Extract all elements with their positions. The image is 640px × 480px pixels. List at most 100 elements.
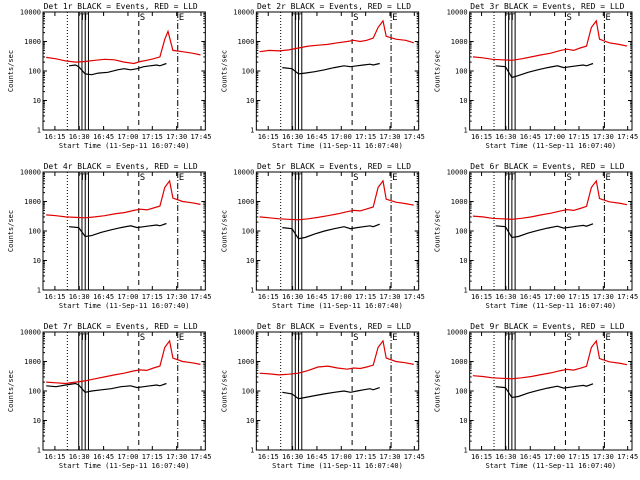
x-axis-label: Start Time (11-Sep-11 16:07:40) bbox=[486, 302, 617, 310]
detector-panel: Det 2r BLACK = Events, RED = LLD 1 10 100 10… bbox=[220, 2, 425, 150]
detector-panel: Det 6r BLACK = Events, RED = LLD 1 10 100 10… bbox=[434, 162, 639, 310]
x-tick-label: 17:30 bbox=[166, 293, 187, 301]
x-axis-label: Start Time (11-Sep-11 16:07:40) bbox=[272, 302, 403, 310]
event-marker-label: T bbox=[506, 333, 512, 343]
y-tick-label: 1000 bbox=[237, 358, 254, 366]
y-tick-label: 100 bbox=[455, 388, 468, 396]
x-tick-label: 16:15 bbox=[44, 293, 65, 301]
detector-panel: Det 5r BLACK = Events, RED = LLD 1 10 100 10… bbox=[220, 162, 425, 310]
lld-series-line bbox=[46, 179, 201, 219]
event-marker-label: T bbox=[83, 13, 89, 23]
event-marker-label: T bbox=[510, 173, 516, 183]
event-marker-label: T bbox=[83, 173, 89, 183]
event-marker-label: T bbox=[510, 13, 516, 23]
y-axis-label: Counts/sec bbox=[220, 50, 228, 92]
x-tick-label: 16:45 bbox=[93, 293, 114, 301]
event-marker-label: E bbox=[179, 333, 184, 343]
x-tick-label: 17:45 bbox=[617, 453, 638, 461]
event-marker-label: E bbox=[392, 13, 397, 23]
event-marker-label: T bbox=[506, 13, 512, 23]
x-tick-label: 16:30 bbox=[495, 133, 516, 141]
events-series-line bbox=[282, 387, 380, 400]
event-marker-label: T bbox=[296, 13, 302, 23]
event-marker-label: T bbox=[83, 333, 89, 343]
y-tick-label: 1000 bbox=[24, 38, 41, 46]
detector-panel: Det 1r BLACK = Events, RED = LLD 1 10 100 10… bbox=[7, 2, 212, 150]
event-marker-label: T bbox=[293, 333, 299, 343]
panel-title: Det 5r BLACK = Events, RED = LLD bbox=[257, 162, 411, 171]
y-tick-label: 1 bbox=[37, 287, 41, 295]
x-tick-label: 17:30 bbox=[166, 453, 187, 461]
x-tick-label: 17:45 bbox=[404, 453, 425, 461]
x-tick-label: 17:45 bbox=[617, 293, 638, 301]
y-tick-label: 1000 bbox=[237, 198, 254, 206]
plot-frame bbox=[255, 171, 420, 291]
lld-series-line bbox=[472, 19, 628, 61]
events-series-line bbox=[495, 223, 594, 239]
lld-series-line bbox=[259, 339, 414, 376]
detector-panel: Det 9r BLACK = Events, RED = LLD 1 10 100 10… bbox=[434, 322, 639, 470]
event-marker-label: S bbox=[566, 173, 571, 183]
x-tick-label: 16:45 bbox=[520, 133, 541, 141]
x-axis-label: Start Time (11-Sep-11 16:07:40) bbox=[272, 142, 403, 150]
event-marker-label: E bbox=[392, 173, 397, 183]
detector-panel: Det 4r BLACK = Events, RED = LLD 1 10 100 10… bbox=[7, 162, 212, 310]
detector-panel: Det 3r BLACK = Events, RED = LLD 1 10 100 10… bbox=[434, 2, 639, 150]
event-marker-label: S bbox=[353, 173, 358, 183]
y-tick-label: 1000 bbox=[451, 358, 468, 366]
lld-series-line bbox=[46, 339, 201, 385]
y-tick-label: 10000 bbox=[20, 329, 41, 337]
event-marker-label: S bbox=[353, 13, 358, 23]
y-tick-label: 1000 bbox=[24, 358, 41, 366]
y-tick-label: 10 bbox=[246, 257, 254, 265]
x-tick-label: 17:45 bbox=[190, 293, 211, 301]
y-axis-label: Counts/sec bbox=[7, 50, 15, 92]
y-tick-label: 10000 bbox=[447, 9, 468, 17]
x-tick-label: 16:15 bbox=[471, 133, 492, 141]
event-marker-label: E bbox=[179, 13, 184, 23]
event-marker-label: E bbox=[605, 333, 610, 343]
event-marker-label: S bbox=[140, 13, 145, 23]
y-tick-label: 1 bbox=[250, 287, 254, 295]
y-tick-label: 100 bbox=[242, 228, 255, 236]
event-marker-label: T bbox=[80, 13, 86, 23]
x-axis-label: Start Time (11-Sep-11 16:07:40) bbox=[486, 462, 617, 470]
x-tick-label: 17:30 bbox=[593, 293, 614, 301]
y-tick-label: 100 bbox=[28, 228, 41, 236]
x-tick-label: 17:45 bbox=[190, 453, 211, 461]
y-tick-label: 1 bbox=[463, 127, 467, 135]
events-series-line bbox=[68, 222, 167, 238]
event-marker-label: T bbox=[296, 173, 302, 183]
y-tick-label: 10 bbox=[33, 417, 41, 425]
x-tick-label: 16:15 bbox=[258, 293, 279, 301]
plot-frame bbox=[42, 171, 206, 291]
x-tick-label: 16:30 bbox=[69, 293, 90, 301]
x-tick-label: 16:30 bbox=[495, 453, 516, 461]
y-tick-label: 10 bbox=[459, 97, 467, 105]
event-marker-label: T bbox=[80, 173, 86, 183]
y-axis-label: Counts/sec bbox=[220, 370, 228, 412]
event-marker-label: E bbox=[179, 173, 184, 183]
y-axis-label: Counts/sec bbox=[7, 370, 15, 412]
x-tick-label: 17:45 bbox=[190, 133, 211, 141]
y-tick-label: 1 bbox=[37, 127, 41, 135]
y-tick-label: 10 bbox=[459, 417, 467, 425]
plot-frame bbox=[469, 331, 633, 451]
panel-title: Det 8r BLACK = Events, RED = LLD bbox=[257, 322, 411, 331]
lld-series-line bbox=[259, 179, 414, 221]
event-marker-label: E bbox=[605, 173, 610, 183]
lld-series-line bbox=[472, 179, 628, 220]
plot-frame bbox=[255, 11, 420, 131]
y-tick-label: 10 bbox=[246, 417, 254, 425]
x-tick-label: 17:45 bbox=[617, 133, 638, 141]
x-tick-label: 16:45 bbox=[306, 293, 327, 301]
x-tick-label: 17:00 bbox=[544, 293, 565, 301]
x-tick-label: 16:15 bbox=[471, 453, 492, 461]
y-tick-label: 10000 bbox=[233, 169, 254, 177]
y-axis-label: Counts/sec bbox=[220, 210, 228, 252]
y-axis-label: Counts/sec bbox=[7, 210, 15, 252]
x-tick-label: 16:15 bbox=[258, 453, 279, 461]
y-tick-label: 1 bbox=[463, 287, 467, 295]
x-tick-label: 17:00 bbox=[331, 453, 352, 461]
